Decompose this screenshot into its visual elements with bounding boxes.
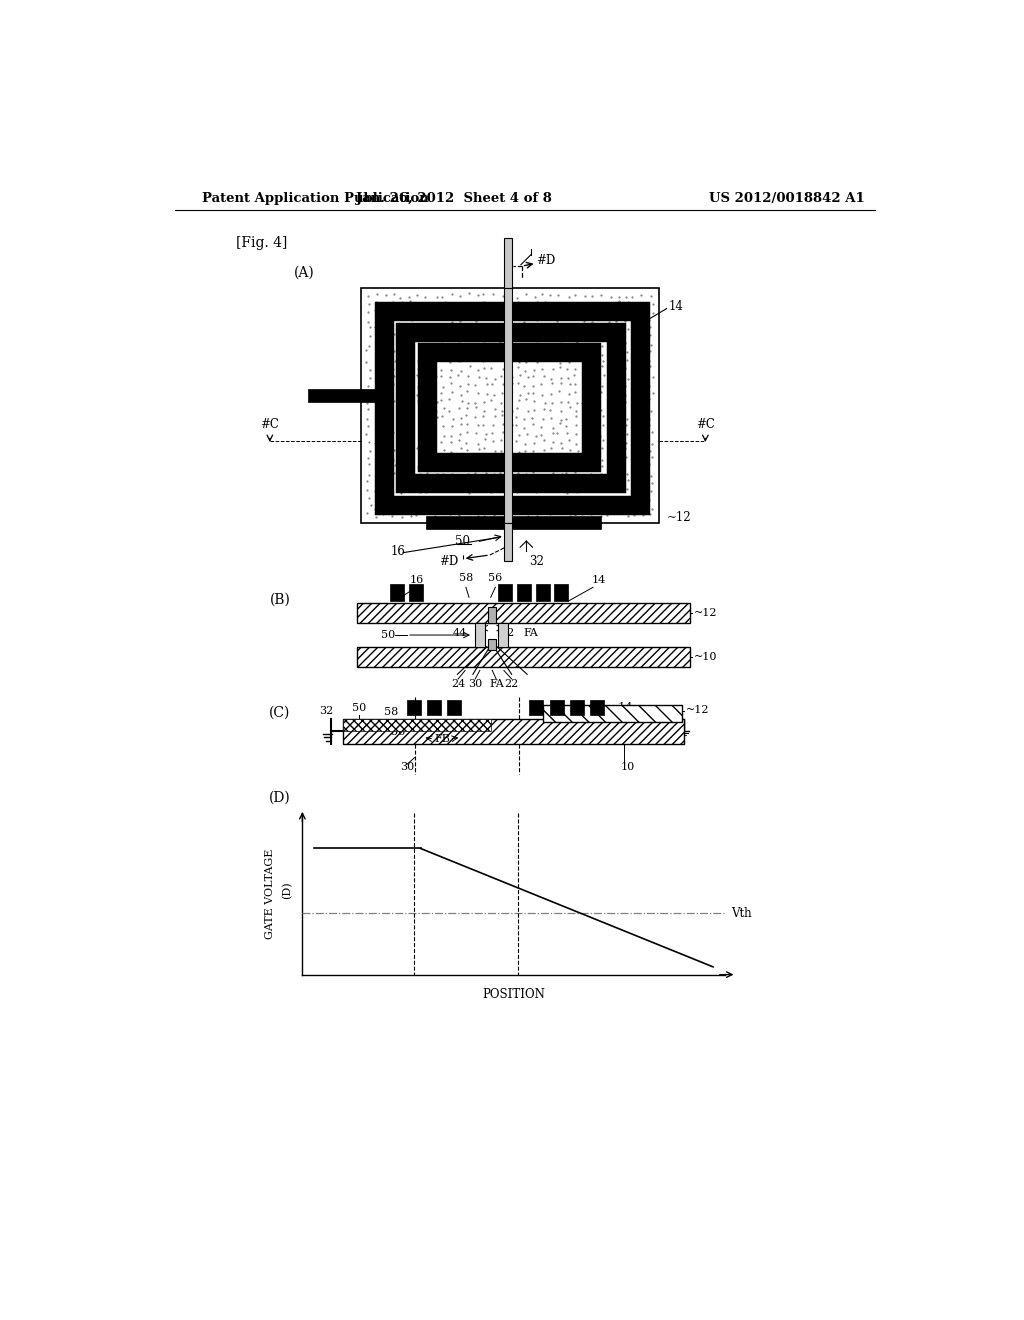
Bar bbox=[569, 700, 584, 715]
Bar bbox=[536, 585, 550, 601]
Text: ~14: ~14 bbox=[610, 702, 634, 711]
Bar bbox=[550, 700, 563, 715]
Text: 30: 30 bbox=[468, 678, 482, 689]
Bar bbox=[308, 389, 384, 401]
Bar bbox=[390, 585, 403, 601]
Bar bbox=[488, 607, 496, 623]
Text: ~12: ~12 bbox=[693, 609, 717, 619]
Bar bbox=[343, 719, 490, 731]
Bar bbox=[499, 585, 512, 601]
Text: (C): (C) bbox=[269, 706, 291, 719]
Text: 56: 56 bbox=[390, 726, 404, 737]
Text: 16: 16 bbox=[410, 576, 424, 585]
Text: 14: 14 bbox=[592, 576, 606, 585]
Bar bbox=[543, 705, 682, 722]
Text: 58: 58 bbox=[384, 706, 398, 717]
Bar bbox=[499, 623, 508, 647]
Text: US 2012/0018842 A1: US 2012/0018842 A1 bbox=[710, 191, 865, 205]
Text: 30: 30 bbox=[400, 762, 414, 772]
Bar bbox=[406, 331, 616, 483]
Text: 44: 44 bbox=[453, 628, 467, 639]
Text: 50: 50 bbox=[381, 630, 395, 640]
Text: [Fig. 4]: [Fig. 4] bbox=[237, 236, 288, 249]
Bar bbox=[447, 700, 461, 715]
Text: #D: #D bbox=[537, 255, 556, 268]
Bar bbox=[504, 288, 512, 523]
Text: 22: 22 bbox=[505, 678, 519, 689]
Bar bbox=[343, 719, 684, 743]
Bar bbox=[504, 238, 512, 288]
Bar bbox=[517, 585, 531, 601]
Bar bbox=[504, 523, 512, 561]
Bar bbox=[590, 700, 604, 715]
Bar bbox=[426, 516, 601, 529]
Text: #D: #D bbox=[439, 554, 459, 568]
Text: #C: #C bbox=[696, 417, 715, 430]
Text: #C: #C bbox=[260, 417, 280, 430]
Bar bbox=[427, 352, 592, 462]
Text: ~12: ~12 bbox=[667, 511, 691, 524]
Text: (D): (D) bbox=[282, 880, 292, 899]
Text: 50: 50 bbox=[352, 702, 366, 713]
Text: 32: 32 bbox=[529, 554, 545, 568]
Text: FA: FA bbox=[523, 628, 538, 639]
Bar bbox=[407, 700, 421, 715]
Bar bbox=[356, 647, 690, 667]
Text: (A): (A) bbox=[294, 265, 315, 280]
Text: GATE VOLTAGE: GATE VOLTAGE bbox=[265, 849, 274, 939]
Text: POSITION: POSITION bbox=[482, 989, 545, 1002]
Text: (B): (B) bbox=[269, 593, 291, 607]
Bar bbox=[475, 623, 484, 647]
Text: Vth: Vth bbox=[731, 907, 752, 920]
Bar bbox=[409, 585, 423, 601]
Text: (D): (D) bbox=[269, 791, 291, 804]
Bar bbox=[488, 639, 496, 651]
Text: 50: 50 bbox=[456, 535, 470, 548]
Bar bbox=[384, 312, 640, 506]
Text: 58: 58 bbox=[459, 573, 473, 583]
Text: Jan. 26, 2012  Sheet 4 of 8: Jan. 26, 2012 Sheet 4 of 8 bbox=[355, 191, 552, 205]
Text: 24: 24 bbox=[451, 678, 465, 689]
Text: FB: FB bbox=[434, 734, 450, 744]
Text: 14: 14 bbox=[669, 300, 684, 313]
Text: FA: FA bbox=[489, 678, 504, 689]
Bar bbox=[529, 700, 544, 715]
Text: 32: 32 bbox=[319, 706, 334, 715]
Text: ~12: ~12 bbox=[686, 705, 710, 714]
Bar bbox=[427, 700, 441, 715]
Bar bbox=[356, 603, 690, 623]
Text: 42: 42 bbox=[501, 628, 515, 639]
Text: 16: 16 bbox=[390, 545, 406, 557]
Text: Patent Application Publication: Patent Application Publication bbox=[202, 191, 428, 205]
Bar bbox=[360, 288, 658, 523]
Text: 56: 56 bbox=[488, 573, 503, 583]
Text: ~10: ~10 bbox=[693, 652, 717, 661]
Text: 10: 10 bbox=[621, 762, 635, 772]
Bar bbox=[554, 585, 568, 601]
